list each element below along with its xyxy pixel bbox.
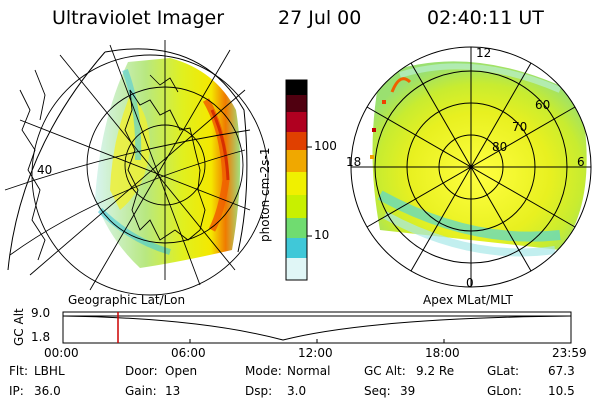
mlat-tick-70: 70 (512, 120, 528, 134)
info-seq-value: 39 (400, 384, 416, 398)
mlt-tick-18: 18 (346, 155, 362, 169)
mlt-tick-0: 0 (466, 276, 474, 290)
info-door-label: Door: (125, 364, 158, 378)
info-gain-label: Gain: (125, 384, 157, 398)
right-panel-label: Apex MLat/MLT (423, 293, 513, 307)
info-seq-label: Seq: (364, 384, 391, 398)
time-label: 02:40:11 UT (427, 7, 544, 29)
color-bar (285, 79, 312, 281)
info-glon-value: 10.5 (548, 384, 575, 398)
info-glat-value: 67.3 (548, 364, 575, 378)
info-gcalt-label: GC Alt: (364, 364, 406, 378)
x-tick-1800: 18:00 (425, 346, 460, 360)
left-panel-label: Geographic Lat/Lon (68, 293, 186, 307)
info-gcalt-value: 9.2 Re (416, 364, 455, 378)
info-ip-value: 36.0 (34, 384, 61, 398)
x-tick-0000: 00:00 (44, 346, 79, 360)
mlat-tick-60: 60 (535, 98, 551, 112)
x-tick-1200: 12:00 (298, 346, 333, 360)
info-mode-label: Mode: (245, 364, 282, 378)
altitude-ytick-max: 9.0 (31, 306, 51, 320)
mlt-tick-12: 12 (476, 46, 492, 60)
date-label: 27 Jul 00 (278, 7, 362, 29)
colorbar-label: photon cm-2s-1 (258, 147, 272, 243)
app-title: Ultraviolet Imager (52, 7, 225, 29)
info-dsp-value: 3.0 (287, 384, 307, 398)
mlt-tick-6: 6 (577, 155, 585, 169)
info-dsp-label: Dsp: (245, 384, 273, 398)
info-door-value: Open (165, 364, 198, 378)
x-tick-2359: 23:59 (552, 346, 587, 360)
info-mode-value: Normal (287, 364, 331, 378)
info-gain-value: 13 (165, 384, 181, 398)
info-flt-value: LBHL (34, 364, 65, 378)
info-glon-label: GLon: (487, 384, 522, 398)
geographic-image (4, 40, 269, 296)
info-ip-label: IP: (9, 384, 24, 398)
colorbar-tick-10: 10 (314, 228, 330, 242)
altitude-plot (62, 311, 572, 344)
altitude-ylabel: GC Alt (12, 308, 26, 346)
colorbar-tick-100: 100 (314, 139, 337, 153)
apex-polar-image (350, 46, 592, 288)
lat-tick-40: 40 (37, 163, 53, 177)
info-glat-label: GLat: (487, 364, 520, 378)
x-tick-0600: 06:00 (171, 346, 206, 360)
altitude-ytick-min: 1.8 (31, 330, 51, 344)
info-flt-label: Flt: (9, 364, 28, 378)
mlat-tick-80: 80 (492, 140, 508, 154)
